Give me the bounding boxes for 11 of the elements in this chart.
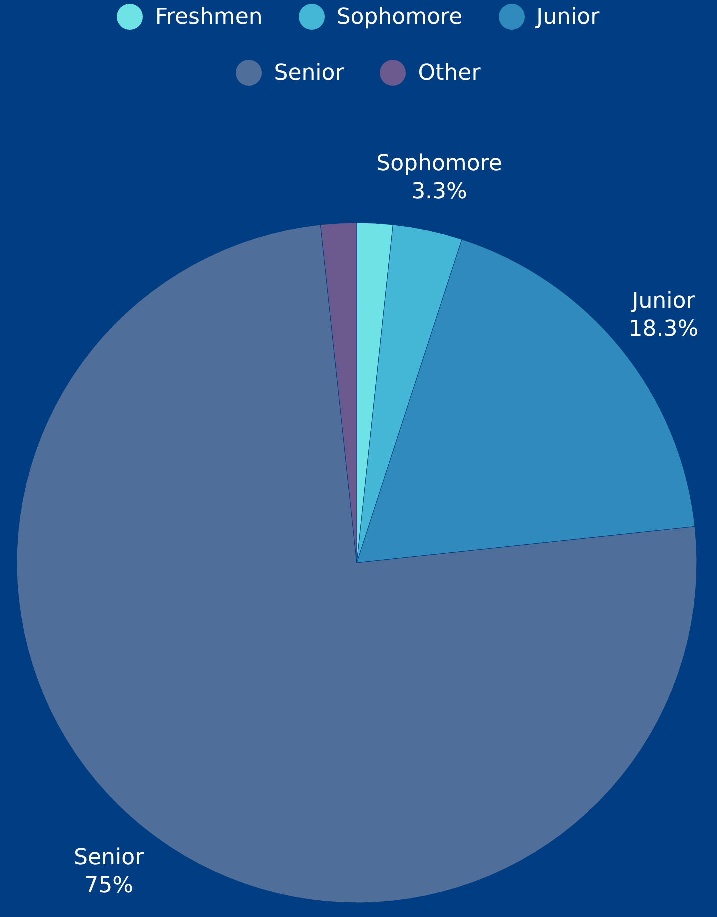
slice-label: Junior <box>630 289 696 314</box>
data-label: 3.3% <box>412 180 468 205</box>
data-label: 18.3% <box>628 317 699 342</box>
legend-label: Freshmen <box>155 4 263 30</box>
data-label: 75% <box>84 873 134 898</box>
legend-label: Senior <box>274 60 344 86</box>
legend-label: Sophomore <box>336 4 463 30</box>
slice-label: Senior <box>74 845 146 870</box>
legend-label: Junior <box>536 4 600 30</box>
legend-label: Other <box>418 60 481 86</box>
slice-label: Sophomore <box>376 152 502 177</box>
